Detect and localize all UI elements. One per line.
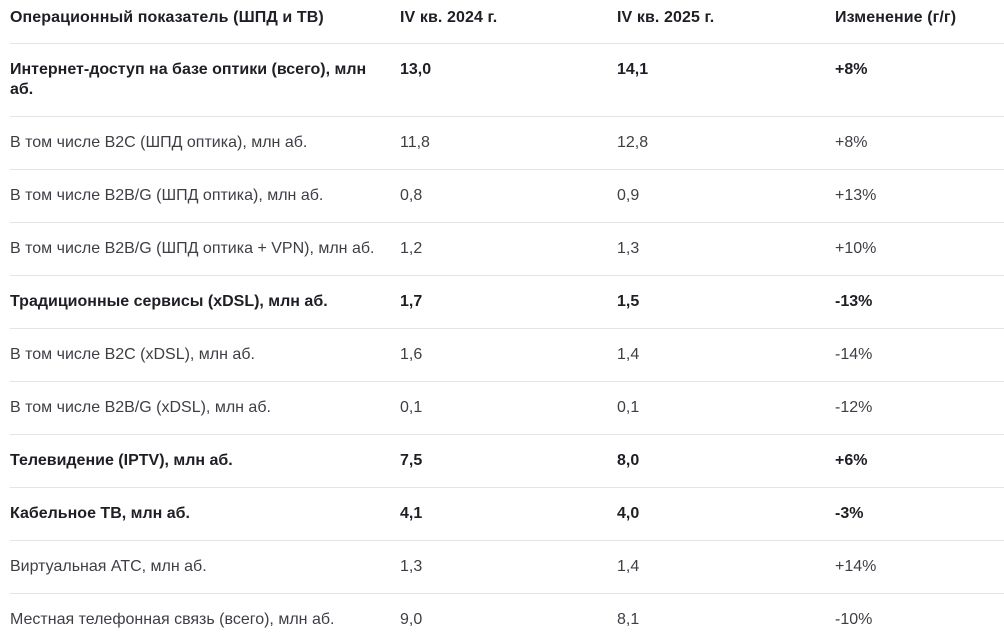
value-q4-2025: 8,1 [617,593,835,641]
value-q4-2024: 9,0 [400,593,617,641]
value-q4-2025: 0,9 [617,169,835,223]
change-value: -12% [835,381,1004,435]
table-row: Виртуальная АТС, млн аб. 1,3 1,4 +14% [10,540,1004,594]
change-value: +13% [835,169,1004,223]
value-q4-2025: 4,0 [617,487,835,541]
change-value: +6% [835,434,1004,488]
value-q4-2024: 1,2 [400,222,617,276]
table-row: Традиционные сервисы (xDSL), млн аб. 1,7… [10,275,1004,329]
metric-label: В том числе B2B/G (ШПД оптика), млн аб. [10,169,400,223]
column-header-q4-2024: IV кв. 2024 г. [400,0,617,44]
table-row: Местная телефонная связь (всего), млн аб… [10,593,1004,641]
change-value: +8% [835,43,1004,117]
change-value: -13% [835,275,1004,329]
metric-label: В том числе B2B/G (xDSL), млн аб. [10,381,400,435]
table-header-row: Операционный показатель (ШПД и ТВ) IV кв… [10,0,1004,44]
value-q4-2025: 1,5 [617,275,835,329]
table-row: Телевидение (IPTV), млн аб. 7,5 8,0 +6% [10,434,1004,488]
value-q4-2025: 14,1 [617,43,835,117]
change-value: -3% [835,487,1004,541]
value-q4-2025: 1,3 [617,222,835,276]
value-q4-2025: 1,4 [617,540,835,594]
value-q4-2024: 1,3 [400,540,617,594]
column-header-change: Изменение (г/г) [835,0,1004,44]
metric-label: Традиционные сервисы (xDSL), млн аб. [10,275,400,329]
metric-label: В том числе B2B/G (ШПД оптика + VPN), мл… [10,222,400,276]
table-row: В том числе B2C (ШПД оптика), млн аб. 11… [10,116,1004,170]
metric-label: В том числе B2C (ШПД оптика), млн аб. [10,116,400,170]
value-q4-2024: 13,0 [400,43,617,117]
change-value: -10% [835,593,1004,641]
value-q4-2024: 11,8 [400,116,617,170]
value-q4-2024: 1,7 [400,275,617,329]
value-q4-2025: 12,8 [617,116,835,170]
table-row: В том числе B2B/G (ШПД оптика), млн аб. … [10,169,1004,223]
metric-label: Виртуальная АТС, млн аб. [10,540,400,594]
table-row: В том числе B2B/G (xDSL), млн аб. 0,1 0,… [10,381,1004,435]
change-value: +10% [835,222,1004,276]
table-row: В том числе B2B/G (ШПД оптика + VPN), мл… [10,222,1004,276]
value-q4-2024: 7,5 [400,434,617,488]
metric-label: Интернет-доступ на базе оптики (всего), … [10,43,400,117]
operational-metrics-table: Операционный показатель (ШПД и ТВ) IV кв… [10,0,1004,641]
metric-label: В том числе B2C (xDSL), млн аб. [10,328,400,382]
value-q4-2025: 0,1 [617,381,835,435]
change-value: +14% [835,540,1004,594]
metric-label: Местная телефонная связь (всего), млн аб… [10,593,400,641]
value-q4-2024: 0,1 [400,381,617,435]
metric-label: Телевидение (IPTV), млн аб. [10,434,400,488]
table-row: В том числе B2C (xDSL), млн аб. 1,6 1,4 … [10,328,1004,382]
value-q4-2025: 8,0 [617,434,835,488]
table-row: Кабельное ТВ, млн аб. 4,1 4,0 -3% [10,487,1004,541]
table-row: Интернет-доступ на базе оптики (всего), … [10,43,1004,117]
table-header: Операционный показатель (ШПД и ТВ) IV кв… [10,0,1004,44]
column-header-q4-2025: IV кв. 2025 г. [617,0,835,44]
value-q4-2024: 4,1 [400,487,617,541]
value-q4-2024: 1,6 [400,328,617,382]
metric-label: Кабельное ТВ, млн аб. [10,487,400,541]
change-value: +8% [835,116,1004,170]
value-q4-2025: 1,4 [617,328,835,382]
table-body: Интернет-доступ на базе оптики (всего), … [10,43,1004,641]
value-q4-2024: 0,8 [400,169,617,223]
column-header-metric: Операционный показатель (ШПД и ТВ) [10,0,400,44]
change-value: -14% [835,328,1004,382]
